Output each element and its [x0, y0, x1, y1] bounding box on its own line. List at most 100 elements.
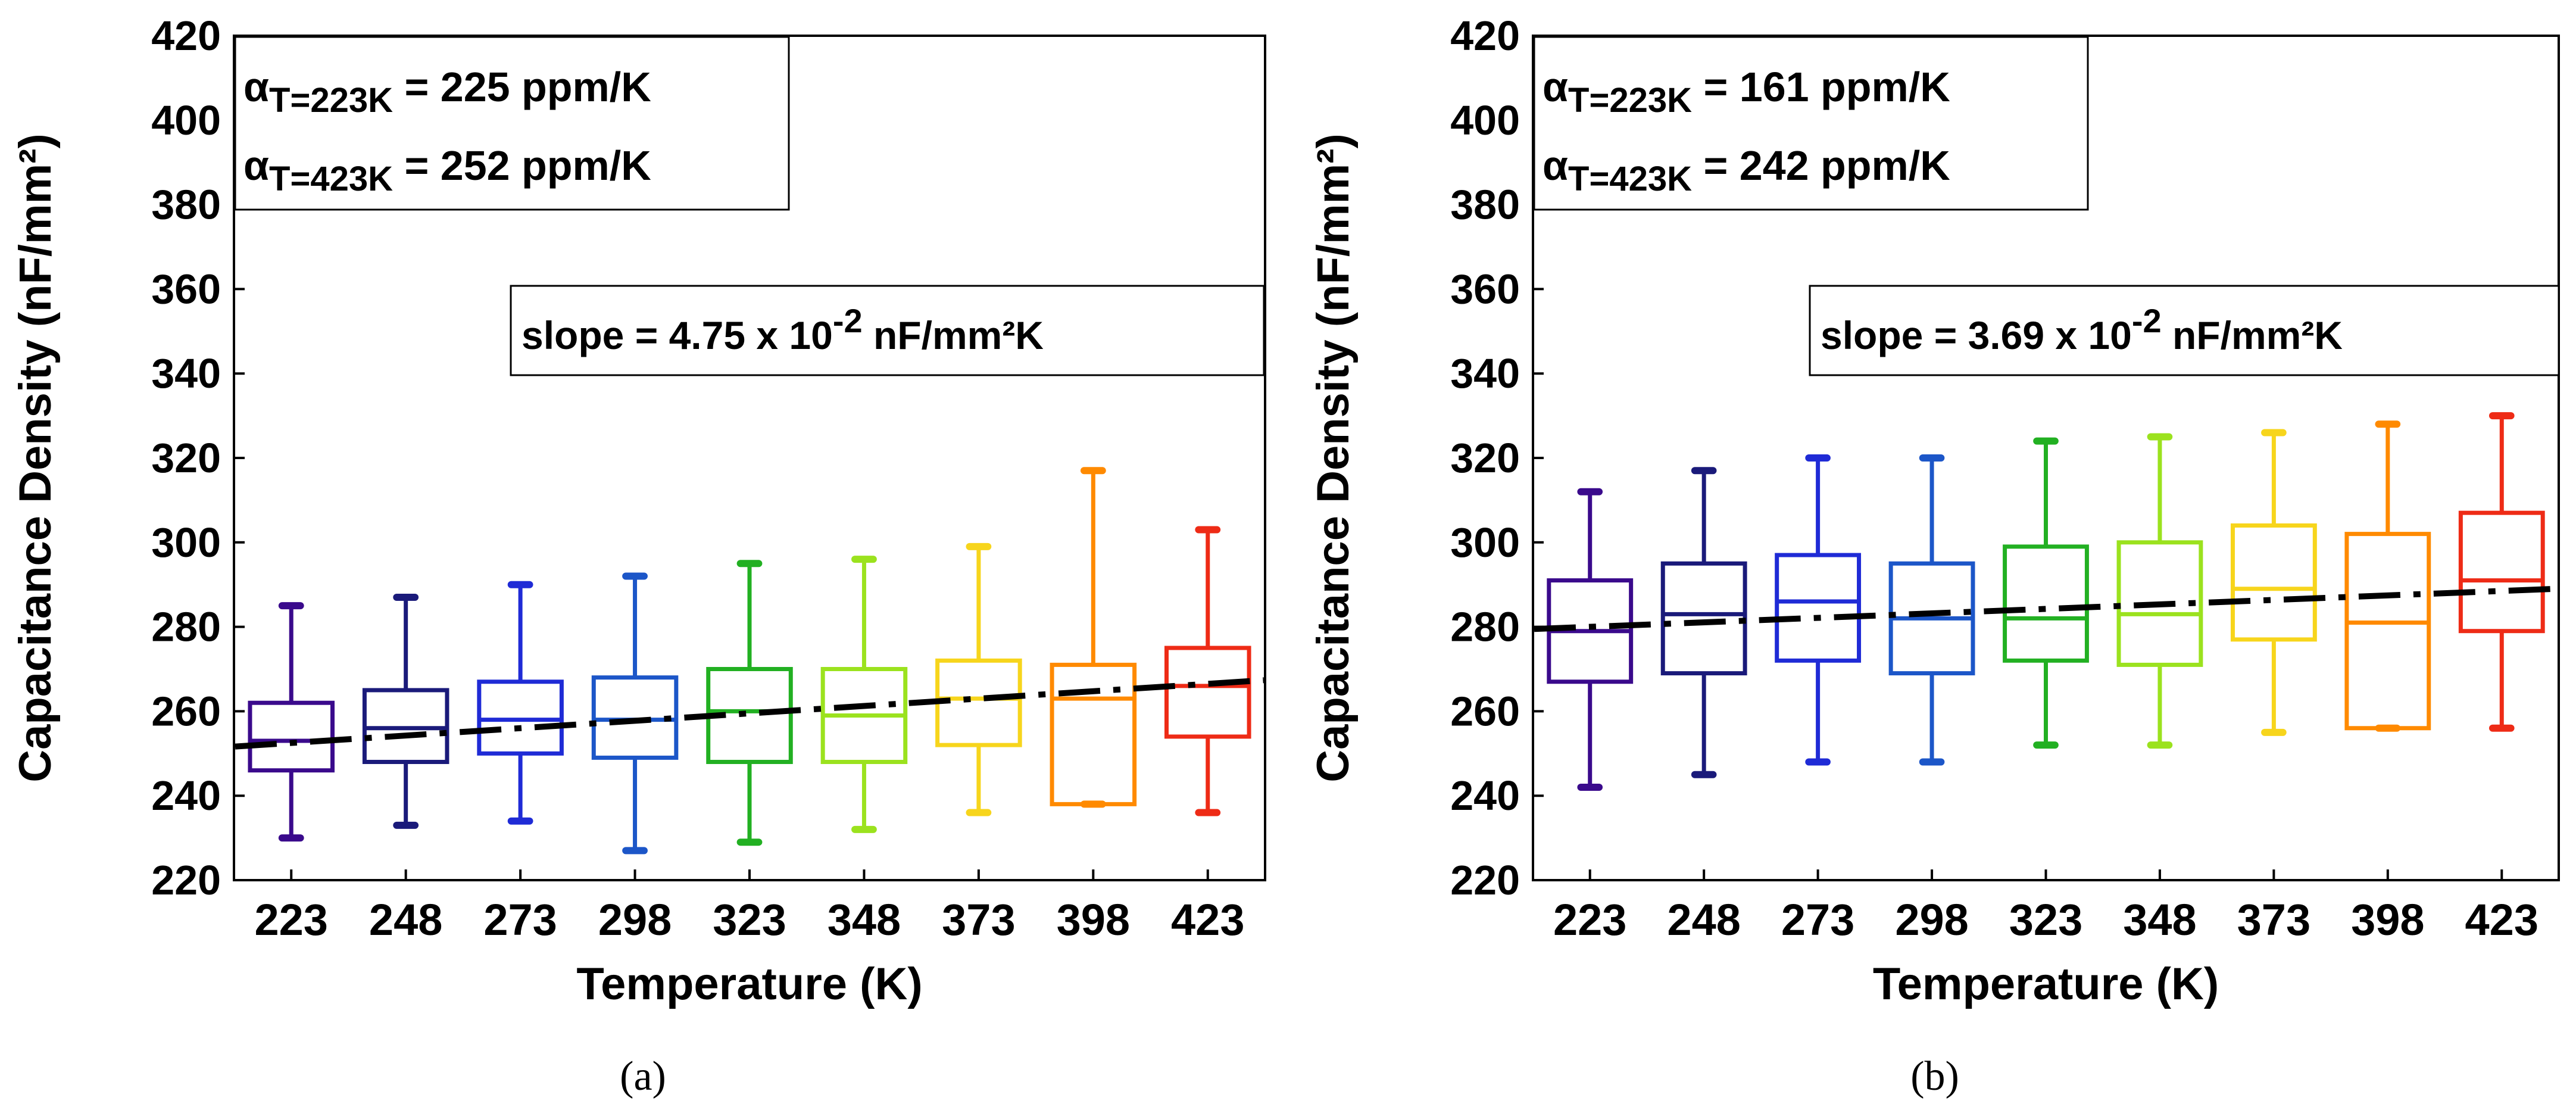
box-plot-348 [820, 556, 908, 833]
y-tick-label: 280 [151, 604, 221, 650]
box-plot-323 [2003, 437, 2089, 749]
y-tick-label: 320 [151, 435, 221, 481]
slope-text: slope = 3.69 x 10-2 nF/mm²K [1821, 302, 2343, 357]
x-axis-label: Temperature (K) [576, 959, 922, 1009]
fit-line [1534, 585, 2558, 632]
iqr-box [1164, 646, 1251, 739]
box-plot-373 [935, 543, 1022, 816]
x-tick-label: 323 [2009, 895, 2082, 944]
alpha-symbol: α [1543, 64, 1568, 110]
alpha-value: = 252 ppm/K [393, 142, 651, 189]
y-tick-label: 360 [151, 266, 221, 312]
y-tick-label: 220 [151, 857, 221, 903]
slope-text: slope = 4.75 x 10-2 nF/mm²K [522, 302, 1044, 357]
iqr-box [2003, 544, 2089, 663]
alpha-line-1: αT=223K = 161 ppm/K [1543, 64, 1950, 120]
x-tick-label: 273 [1781, 895, 1854, 944]
y-tick-label: 400 [151, 97, 221, 144]
chart-panel-a: 220 240 260 280 300 320 340 360 380 400 420 223 248… [10, 13, 1266, 1099]
x-tick-label: 348 [2123, 895, 2196, 944]
y-axis-label: Capacitance Density (nF/mm²) [1308, 133, 1359, 782]
alpha-symbol: α [243, 142, 269, 189]
box-plot-298 [1888, 454, 1975, 766]
y-tick-label: 240 [151, 772, 221, 819]
box-plot-298 [591, 572, 679, 855]
iqr-box [477, 679, 564, 756]
box-series [1547, 412, 2545, 791]
slope-unit: nF/mm²K [863, 313, 1044, 357]
slope-value: slope = 4.75 x 10 [522, 313, 833, 357]
alpha-subscript: T=423K [269, 160, 393, 198]
alpha-annotation: αT=223K = 161 ppm/K αT=423K = 242 ppm/K [1533, 36, 2089, 211]
x-tick-label: 248 [1667, 895, 1740, 944]
x-tick-label: 398 [2351, 895, 2424, 944]
x-tick-label: 373 [942, 895, 1015, 944]
iqr-box [248, 700, 335, 773]
slope-value: slope = 3.69 x 10 [1821, 313, 2132, 357]
x-tick-label: 423 [2465, 895, 2538, 944]
y-tick-label: 400 [1450, 97, 1520, 144]
y-tick-label: 340 [151, 350, 221, 397]
slope-exponent: -2 [2132, 302, 2162, 339]
y-tick-label: 380 [151, 182, 221, 228]
alpha-value: = 161 ppm/K [1692, 64, 1950, 110]
y-tick-label: 320 [1450, 435, 1520, 481]
y-tick-labels: 220 240 260 280 300 320 340 360 380 400 420 [1450, 13, 1520, 903]
iqr-box [362, 688, 449, 764]
plot-frame [1532, 35, 2560, 881]
x-tick-label: 223 [1553, 895, 1626, 944]
box-plot-273 [477, 581, 564, 825]
alpha-symbol: α [1543, 142, 1568, 189]
alpha-line-2: αT=423K = 252 ppm/K [243, 142, 651, 198]
y-tick-label: 260 [151, 688, 221, 734]
y-tick-label: 240 [1450, 772, 1520, 819]
y-tick-label: 220 [1450, 857, 1520, 903]
plot-frame [233, 35, 1266, 881]
fit-line [235, 677, 1264, 750]
chart-panel-b: 220 240 260 280 300 320 340 360 380 400 420 223 248… [1308, 13, 2560, 1099]
x-tick-label: 298 [598, 895, 672, 944]
y-tick-label: 420 [151, 13, 221, 59]
panel-caption-b: (b) [1910, 1053, 1959, 1099]
y-tick-label: 420 [1450, 13, 1520, 59]
x-tick-label: 398 [1057, 895, 1130, 944]
slope-annotation: slope = 3.69 x 10-2 nF/mm²K [1809, 285, 2560, 376]
x-tick-label: 348 [828, 895, 901, 944]
alpha-line-1: αT=223K = 225 ppm/K [243, 64, 651, 120]
iqr-box [2458, 510, 2545, 634]
x-tick-label: 248 [369, 895, 442, 944]
x-tick-label: 423 [1171, 895, 1244, 944]
box-plot-248 [362, 593, 449, 829]
box-plot-223 [1547, 488, 1634, 791]
alpha-symbol: α [243, 64, 269, 110]
alpha-subscript: T=223K [1568, 81, 1692, 120]
iqr-box [2344, 532, 2431, 731]
alpha-subscript: T=223K [269, 81, 393, 120]
alpha-annotation: αT=223K = 225 ppm/K αT=423K = 252 ppm/K [234, 36, 790, 211]
x-tick-label: 273 [483, 895, 557, 944]
box-plot-373 [2230, 429, 2317, 736]
slope-exponent: -2 [833, 302, 863, 339]
y-tick-label: 340 [1450, 350, 1520, 397]
alpha-subscript: T=423K [1568, 160, 1692, 198]
y-tick-label: 360 [1450, 266, 1520, 312]
x-tick-label: 323 [713, 895, 786, 944]
alpha-value: = 242 ppm/K [1692, 142, 1950, 189]
box-plot-423 [1164, 526, 1251, 816]
slope-unit: nF/mm²K [2162, 313, 2343, 357]
box-plot-323 [706, 560, 793, 846]
x-axis-label: Temperature (K) [1873, 959, 2219, 1009]
box-plot-248 [1660, 467, 1747, 778]
x-tick-labels: 223 248 273 298 323 348 373 398 423 [254, 895, 1244, 944]
y-tick-label: 280 [1450, 604, 1520, 650]
y-tick-label: 380 [1450, 182, 1520, 228]
y-tick-label: 300 [1450, 519, 1520, 566]
iqr-box [2230, 523, 2317, 642]
box-plot-398 [1050, 467, 1137, 808]
box-plot-398 [2344, 420, 2431, 732]
alpha-value: = 225 ppm/K [393, 64, 651, 110]
box-plot-273 [1775, 454, 1862, 766]
iqr-box [1050, 662, 1137, 806]
y-tick-label: 300 [151, 519, 221, 566]
